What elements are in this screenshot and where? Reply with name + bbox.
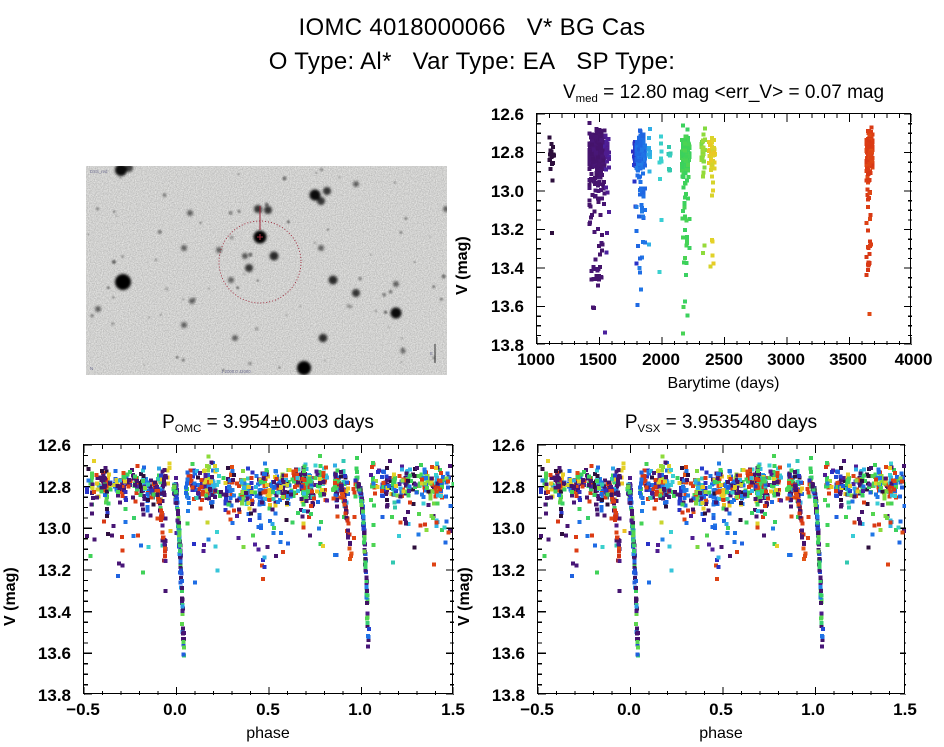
svg-text:N: N — [90, 366, 93, 371]
svg-text:E: E — [430, 351, 433, 356]
svg-text:DSS_red: DSS_red — [90, 169, 108, 174]
svg-text:J 2000.0 J2000: J 2000.0 J2000 — [221, 369, 251, 374]
